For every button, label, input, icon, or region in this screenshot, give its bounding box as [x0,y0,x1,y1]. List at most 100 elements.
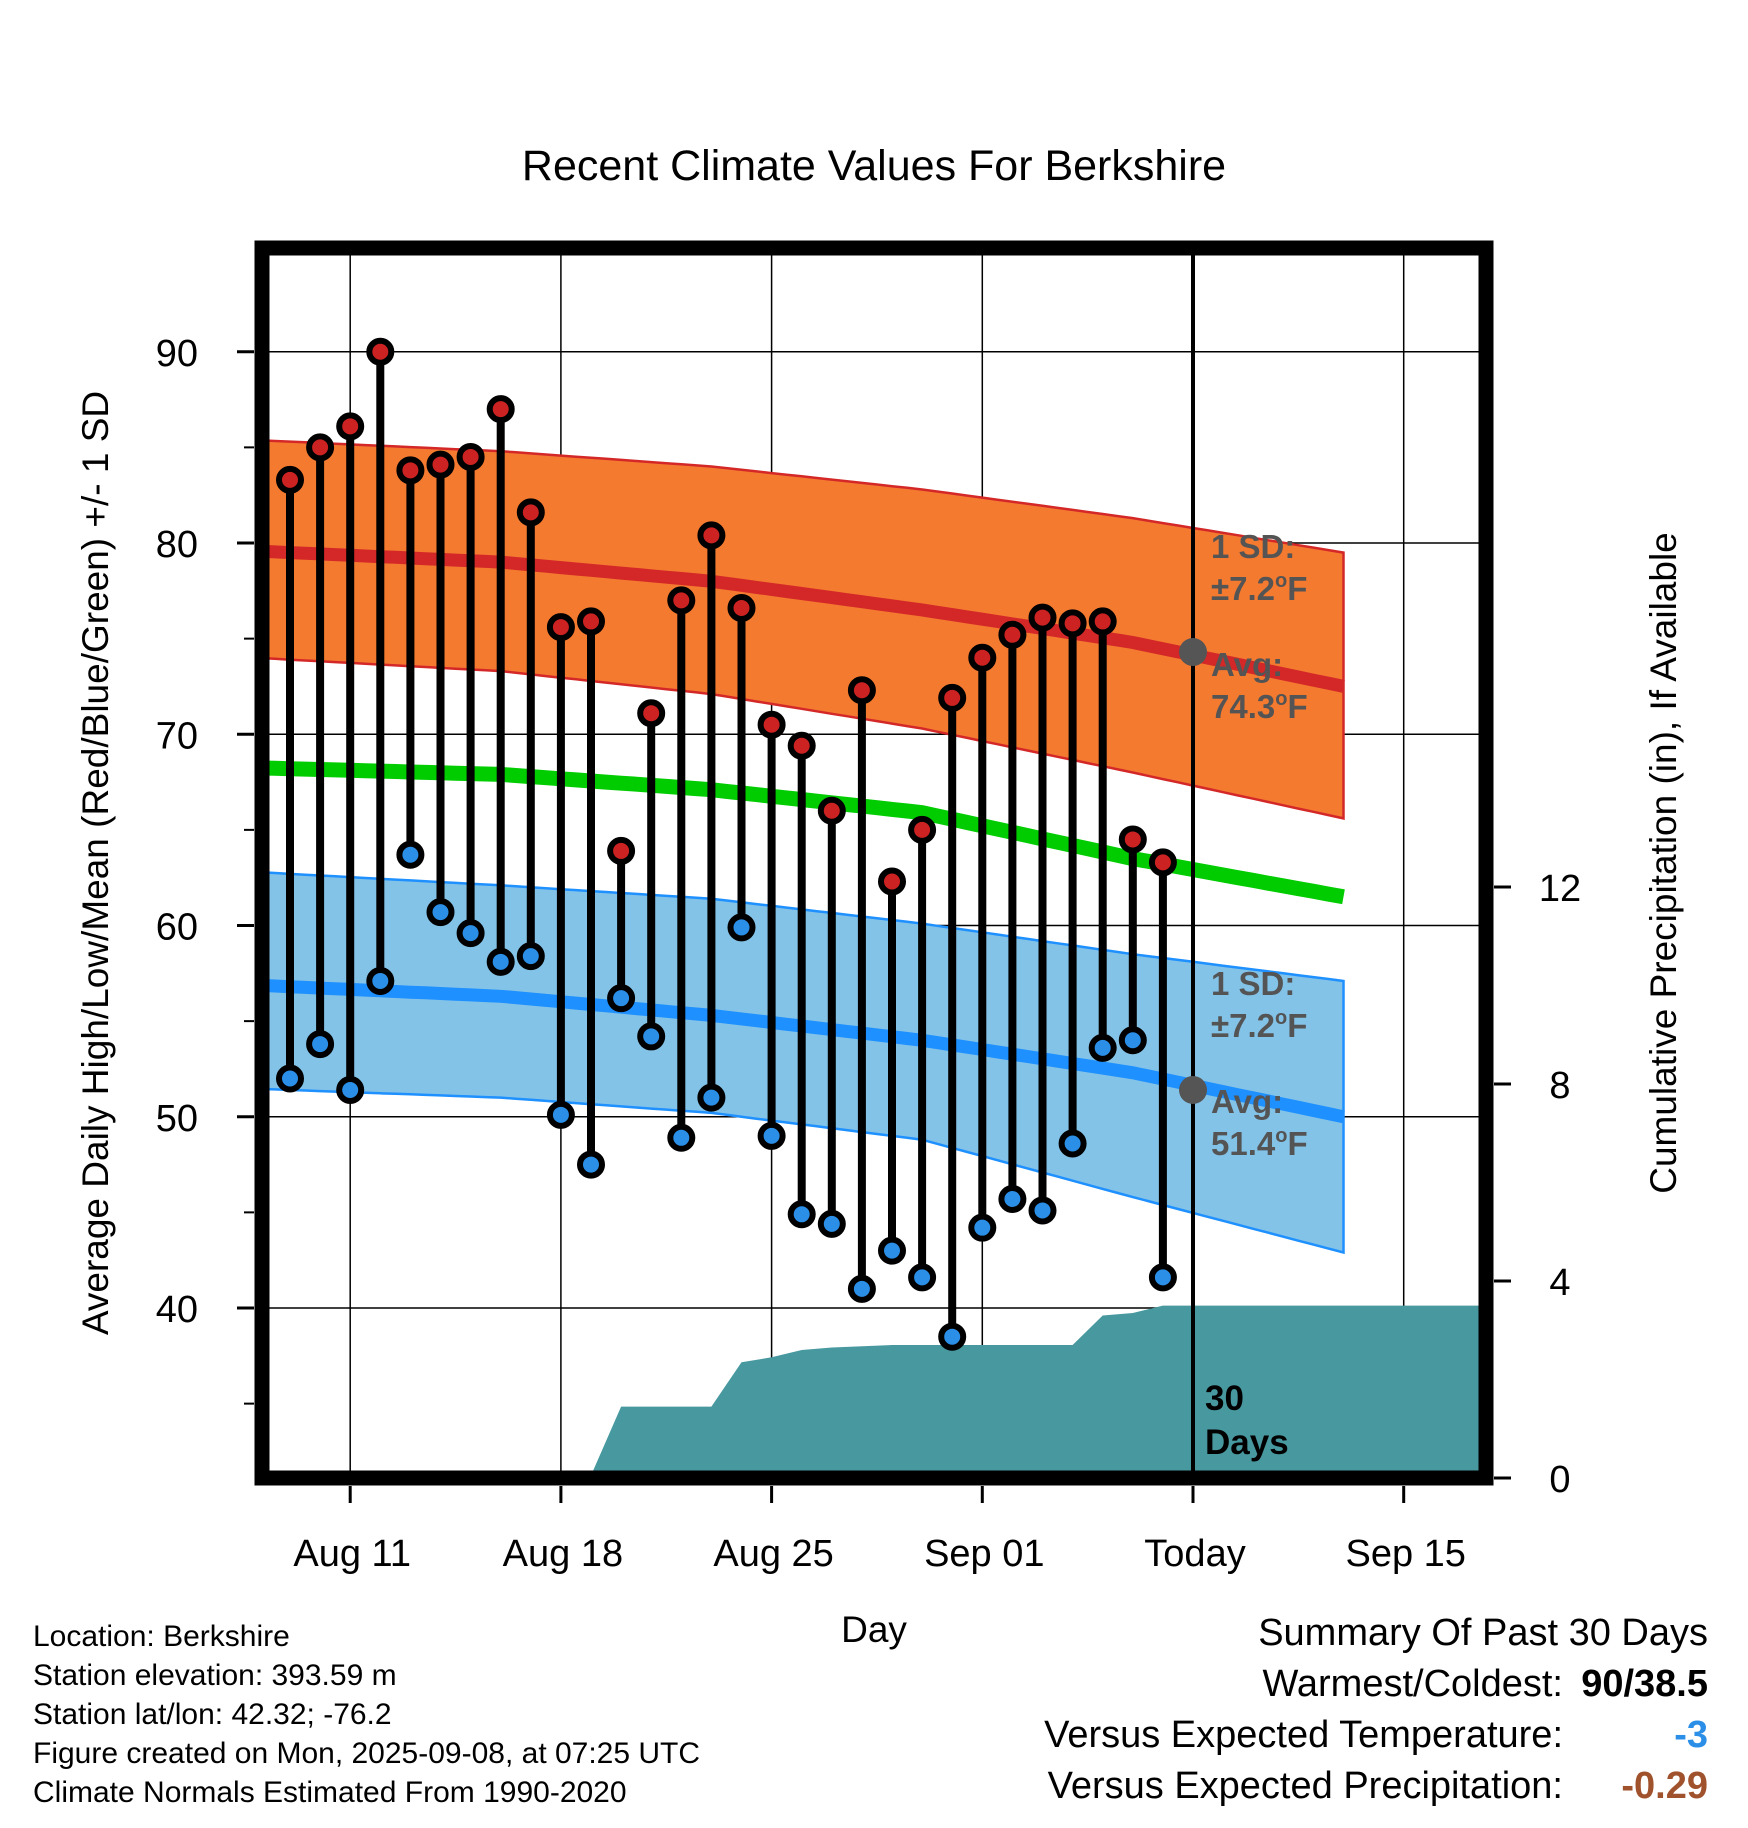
x-tick-label: Aug 11 [293,1533,411,1575]
low-sd-value: ±7.2oF [1211,1007,1307,1044]
high-point [336,412,365,441]
days-word: Days [1205,1423,1289,1462]
low-avg-label: Avg: [1211,1083,1283,1120]
high-point [396,456,425,485]
low-average-line [262,978,1345,1124]
high-point [1058,609,1087,638]
low-point [546,1100,575,1129]
low-point [396,840,425,869]
mean-line [262,760,1345,905]
high-point [727,594,756,623]
high-point [546,613,575,642]
high-point [667,586,696,615]
normals-text: Climate Normals Estimated From 1990-2020 [33,1776,627,1809]
low-point [1088,1033,1117,1062]
location-text: Location: Berkshire [33,1620,290,1653]
y2-tick-label: 12 [1539,868,1581,910]
temp-label: Versus Expected Temperature: [1044,1714,1563,1756]
low-point [366,966,395,995]
low-point [757,1121,786,1150]
days-number: 30 [1205,1379,1244,1418]
high-point [1028,603,1057,632]
high-point [847,676,876,705]
low-point [998,1184,1027,1213]
high-point [1148,848,1177,877]
precip-area [262,1305,1486,1478]
temp-row: Versus Expected Temperature: -3 [1044,1714,1708,1765]
x-tick-label: Sep 15 [1345,1533,1465,1575]
high-point [1118,825,1147,854]
high-point [366,337,395,366]
high-sd-value: ±7.2oF [1211,570,1307,607]
precip-value: -0.29 [1621,1765,1708,1807]
low-point [908,1263,937,1292]
y2-axis-label: Cumulative Precipitation (in), If Availa… [1643,532,1684,1194]
today-high-average-dot [1179,638,1207,667]
low-point [1058,1129,1087,1158]
daily-value-dots [276,337,1177,1351]
y-tick-label: 90 [156,333,198,375]
summary-panel: Summary Of Past 30 Days Warmest/Coldest:… [1044,1612,1708,1816]
high-point [1088,607,1117,636]
low-avg-value: 51.4oF [1211,1125,1308,1162]
y-tick-label: 40 [156,1289,198,1331]
low-point [276,1064,304,1093]
high-point [577,607,605,636]
high-point [878,867,906,896]
x-tick-label: Today [1144,1533,1245,1575]
low-point [817,1209,846,1238]
high-point [998,620,1027,649]
summary-title-row: Summary Of Past 30 Days [1044,1612,1708,1663]
chart-title: Recent Climate Values For Berkshire [522,142,1226,190]
y-tick-label: 80 [156,524,198,566]
low-point [607,984,636,1013]
high-point [908,815,937,844]
high-point [968,643,997,672]
high-point [276,465,304,494]
y2-tick-label: 4 [1549,1262,1570,1304]
elevation-text: Station elevation: 393.59 m [33,1659,397,1692]
daily-range-stems [286,351,1167,1337]
x-tick-label: Aug 18 [503,1533,623,1575]
y-tick-label: 70 [156,715,198,757]
warmest-label: Warmest/Coldest: [1262,1663,1563,1705]
precip-label: Versus Expected Precipitation: [1047,1765,1563,1807]
high-point [306,433,335,462]
low-point [938,1322,967,1351]
high-average-line [262,544,1345,693]
x-axis-label: Day [841,1609,907,1650]
low-point [968,1213,997,1242]
high-point [426,450,455,479]
low-point [878,1236,906,1265]
high-sd-label: 1 SD: [1211,528,1295,565]
low-point [516,942,545,971]
high-point [607,836,636,865]
low-point [727,913,756,942]
high-point [697,521,726,550]
summary-title: Summary Of Past 30 Days [1258,1612,1708,1654]
high-avg-value: 74.3oF [1211,688,1308,725]
annotations: 1 SD: ±7.2oF Avg: 74.3oF 1 SD: ±7.2oF Avg: 51.4… [1179,528,1308,1462]
plot-frame [254,240,1494,1486]
warmest-value: 90/38.5 [1581,1663,1708,1705]
high-avg-label: Avg: [1211,646,1283,683]
y-tick-label: 50 [156,1098,198,1140]
today-low-average-dot [1179,1075,1207,1104]
low-point [697,1083,726,1112]
station-info: Location: Berkshire Station elevation: 3… [33,1617,700,1812]
low-point [637,1022,666,1051]
created-text: Figure created on Mon, 2025-09-08, at 07… [33,1737,701,1770]
low-point [456,919,485,948]
low-point [336,1075,365,1104]
high-point [486,395,515,424]
x-tick-label: Sep 01 [924,1533,1044,1575]
low-point [847,1274,876,1303]
low-point [1148,1263,1177,1292]
precipitation-area [262,1305,1486,1478]
low-point [426,898,455,927]
precip-row: Versus Expected Precipitation: -0.29 [1044,1765,1708,1816]
y-axis-label: Average Daily High/Low/Mean (Red/Blue/Gr… [75,391,116,1335]
axis-ticks: Aug 11 Aug 18 Aug 25 Sep 01 Today Sep 1540506… [156,333,1581,1575]
low-point [787,1200,816,1229]
